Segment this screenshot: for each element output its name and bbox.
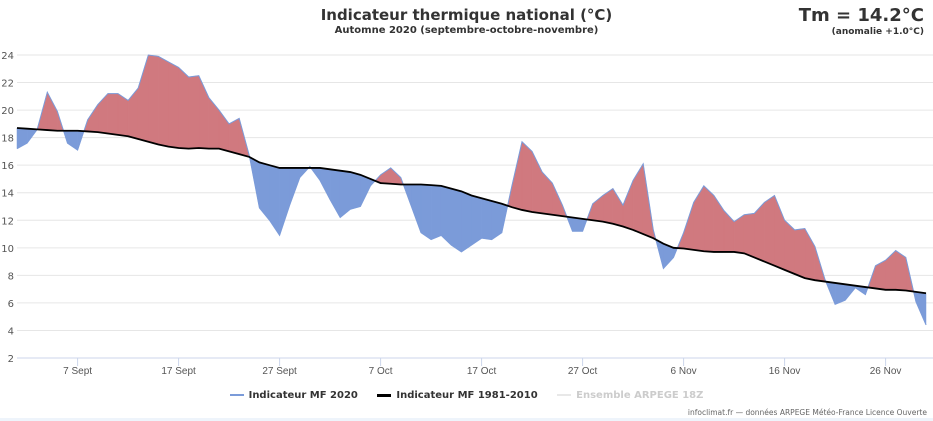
anomaly-above-area [683,202,694,251]
anomaly-above-area [148,54,159,145]
series-line-2020 [16,54,927,326]
x-tick-label: 17 Oct [467,366,497,377]
anomaly-above-area [885,249,896,291]
x-axis-ticks: 7 Sept 17 Sept 27 Sept 7 Oct 17 Oct 27 Oct 6 N… [63,358,901,377]
y-tick-label: 12 [1,216,14,227]
y-tick-label: 24 [1,51,14,62]
bottom-bar [0,418,933,421]
x-tick-label: 7 Oct [369,366,393,377]
y-tick-label: 4 [8,326,14,337]
y-tick-label: 8 [8,271,14,282]
anomaly-above-area [188,75,200,149]
gridlines [17,54,933,359]
y-tick-label: 2 [8,354,14,365]
anomaly-above-area [552,182,563,217]
anomaly-below-area [461,190,472,253]
anomaly-below-area [420,184,432,241]
x-tick-label: 6 Nov [671,366,697,377]
anomaly-above-area [622,180,634,231]
anomaly-below-area [269,164,280,237]
anomaly-above-area [632,162,644,235]
anomaly-below-area [430,184,442,240]
anomaly-below-area [481,197,492,240]
legend-swatch [557,394,572,396]
y-tick-label: 14 [1,189,14,200]
anomaly-below-area [329,169,341,219]
x-tick-label: 17 Sept [161,366,196,377]
anomaly-above-area [107,93,119,136]
anomaly-above-area [168,61,179,149]
anomaly-above-area [804,227,816,281]
anomaly-above-area [127,87,139,140]
anomaly-below-area [360,174,371,207]
legend-swatch [377,393,392,397]
series-line-normal [16,127,927,295]
series-lines [16,54,927,326]
legend: Indicateur MF 2020 Indicateur MF 1981-20… [0,390,933,401]
legend-label: Ensemble ARPEGE 18Z [576,390,704,401]
anomaly-above-area [228,117,240,155]
chart-subtitle: Automne 2020 (septembre-octobre-novembre… [334,25,599,36]
anomaly-above-area [794,228,806,279]
anomaly-above-area [693,184,705,252]
y-tick-label: 16 [1,161,14,172]
x-tick-label: 16 Nov [769,366,801,377]
anomaly-above-area [511,141,523,211]
anomaly-above-area [521,141,533,213]
legend-label: Indicateur MF 2020 [248,390,358,401]
anomaly-above-area [743,213,755,258]
y-tick-label: 20 [1,106,14,117]
anomaly-above-area [47,92,58,132]
anomaly-above-area [612,187,624,227]
y-tick-label: 22 [1,79,14,90]
anomaly-below-area [350,171,361,210]
legend-item-2020[interactable]: Indicateur MF 2020 [229,390,358,401]
anomaly-areas [16,54,927,326]
legend-item-arpege[interactable]: Ensemble ARPEGE 18Z [557,390,703,401]
anomaly-above-area [541,171,553,216]
anomaly-above-area [178,66,189,149]
y-tick-label: 10 [1,244,14,255]
anomaly-above-area [158,55,169,147]
credits-text[interactable]: infoclimat.fr — données ARPEGE Météo-Fra… [687,408,927,417]
legend-label: Indicateur MF 1981-2010 [396,390,538,401]
legend-swatch [229,394,244,396]
legend-item-normal[interactable]: Indicateur MF 1981-2010 [377,390,538,401]
x-tick-label: 27 Sept [262,366,297,377]
anomaly-below-area [259,162,270,221]
x-tick-label: 27 Oct [568,366,598,377]
anomaly-above-area [137,54,149,143]
x-tick-label: 26 Nov [870,366,902,377]
mean-temperature-label: Tm = 14.2°C [798,5,924,26]
anomaly-above-area [208,96,220,149]
y-tick-label: 18 [1,134,14,145]
x-tick-label: 7 Sept [63,366,92,377]
anomaly-above-area [703,185,715,253]
y-tick-label: 6 [8,299,14,310]
anomaly-below-area [471,195,482,246]
anomaly-above-area [764,195,775,267]
anomaly-above-area [380,167,391,185]
anomaly-label: (anomalie +1.0°C) [831,27,924,37]
chart-title: Indicateur thermique national (°C) [320,6,613,24]
anomaly-below-area [279,167,290,236]
anomaly-below-area [915,291,927,326]
anomaly-below-area [451,188,462,253]
